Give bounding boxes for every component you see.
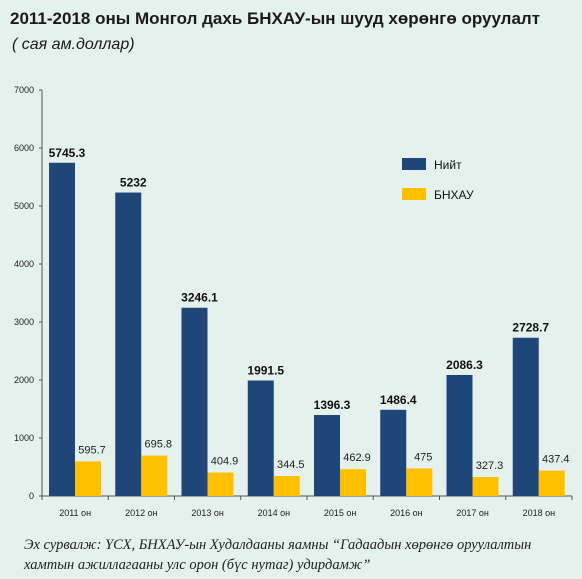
x-tick-label: 2012 он: [125, 508, 158, 518]
data-label-china: 595.7: [78, 444, 106, 456]
x-tick-label: 2014 он: [258, 508, 291, 518]
y-tick-label: 0: [29, 491, 34, 501]
data-label-total: 5745.3: [49, 146, 86, 160]
bar-total: [247, 380, 274, 496]
data-label-china: 475: [414, 451, 432, 463]
data-label-total: 2086.3: [446, 358, 483, 372]
legend-swatch-china: [402, 188, 426, 200]
bar-total: [181, 307, 208, 496]
data-label-china: 462.9: [343, 452, 371, 464]
source-note: Эх сурвалж: ҮСХ, БНХАУ-ын Худалдааны яам…: [24, 537, 532, 573]
data-label-china: 404.9: [211, 456, 239, 468]
chart-legend: Нийт БНХАУ: [402, 158, 474, 202]
x-tick-label: 2018 он: [523, 508, 556, 518]
data-label-total: 2728.7: [512, 321, 549, 335]
bar-china: [538, 470, 565, 496]
bar-total: [115, 192, 142, 496]
x-tick-label: 2015 он: [324, 508, 357, 518]
x-tick-label: 2016 он: [390, 508, 423, 518]
bar-total: [380, 409, 407, 496]
legend-label-total: Нийт: [434, 158, 462, 172]
y-tick-label: 7000: [14, 85, 34, 95]
y-tick-label: 3000: [14, 317, 34, 327]
y-tick-label: 5000: [14, 201, 34, 211]
bar-china: [406, 468, 433, 496]
x-tick-label: 2013 он: [191, 508, 224, 518]
data-label-china: 327.3: [476, 460, 504, 472]
data-label-china: 437.4: [542, 454, 570, 466]
bar-china: [273, 476, 300, 496]
data-label-china: 344.5: [277, 459, 305, 471]
y-tick-label: 6000: [14, 143, 34, 153]
data-label-total: 1486.4: [380, 393, 417, 407]
data-label-china: 695.8: [144, 439, 172, 451]
x-tick-label: 2011 он: [59, 508, 91, 518]
bar-china: [340, 469, 366, 496]
chart-title: 2011-2018 оны Монгол дахь БНХАУ-ын шууд …: [10, 9, 541, 28]
bar-total: [49, 162, 75, 497]
y-tick-label: 4000: [14, 259, 34, 269]
data-label-total: 5232: [120, 176, 147, 190]
bar-china: [472, 477, 499, 496]
x-tick-label: 2017 он: [456, 508, 489, 518]
data-label-total: 3246.1: [181, 291, 218, 305]
bar-china: [141, 455, 168, 496]
bar-total: [446, 374, 473, 496]
bar-total: [314, 415, 340, 496]
data-label-total: 1396.3: [314, 398, 351, 412]
bar-china: [207, 472, 234, 496]
legend-label-china: БНХАУ: [434, 188, 474, 202]
chart-bars: [49, 162, 565, 497]
data-label-total: 1991.5: [247, 363, 284, 377]
chart-subtitle: ( сая ам.доллар): [12, 36, 135, 53]
y-tick-label: 2000: [14, 375, 34, 385]
bar-total: [512, 337, 539, 496]
y-tick-label: 1000: [14, 433, 34, 443]
bar-china: [75, 461, 101, 496]
legend-swatch-total: [402, 158, 426, 170]
chart-labels: 5745.3 595.7 5232 695.8 3246.1 404.9 1991.5 344…: [49, 146, 570, 472]
